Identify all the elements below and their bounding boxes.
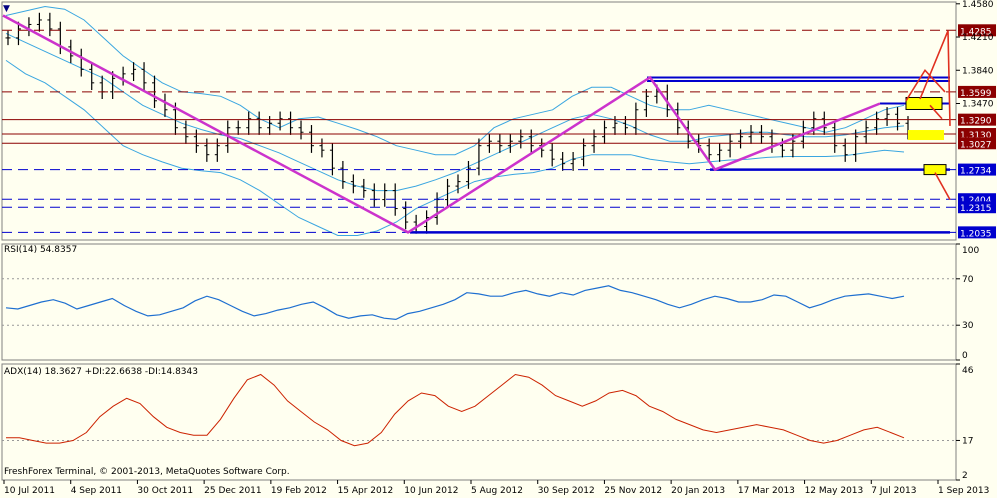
date-tick-label: 12 May 2013 [805, 486, 864, 496]
trend-line [2, 14, 881, 234]
horizontal-levels: 1.42851.35991.32901.31301.30271.27341.24… [2, 24, 996, 239]
level-label-box [958, 85, 996, 98]
adx-line [6, 373, 905, 447]
price-tick-label: 1.4580 [962, 0, 994, 10]
level-label: 1.2734 [960, 167, 992, 177]
price-tick-label: 1.4210 [962, 33, 994, 43]
rsi-panel-frame [1, 243, 957, 361]
rsi-line [5, 285, 905, 321]
rsi-tick-label: 0 [962, 351, 968, 361]
date-tick-label: 19 Feb 2012 [271, 486, 327, 496]
date-tick-label: 20 Jan 2013 [671, 486, 725, 496]
bollinger-middle-line [5, 32, 905, 192]
level-label: 1.3130 [960, 131, 992, 141]
level-label-box [958, 113, 996, 126]
adx-panel-frame [1, 363, 957, 481]
date-tick-label: 25 Dec 2011 [204, 486, 262, 496]
level-label-box [958, 201, 996, 214]
date-tick-label: 4 Sep 2011 [71, 486, 122, 496]
level-label-box [958, 24, 996, 37]
rsi-tick-label: 70 [962, 275, 974, 285]
adx-tick-label: 46 [962, 366, 974, 376]
copyright-text: FreshForex Terminal, © 2001-2013, MetaQu… [4, 467, 290, 477]
level-label-box [958, 226, 996, 239]
rsi-indicator: 100 70 30 0 [2, 243, 979, 361]
adx-label: ADX(14) 18.3627 +DI:22.6638 -DI:14.8343 [4, 367, 198, 377]
date-tick-label: 17 Mar 2013 [738, 486, 795, 496]
bollinger-upper-line [5, 5, 905, 156]
bollinger-lower-line [5, 59, 905, 236]
level-label: 1.2035 [960, 229, 992, 239]
forecast-arrow-2 [919, 30, 951, 126]
forecast-annotations [905, 30, 951, 200]
level-label-box [958, 163, 996, 176]
date-tick-label: 7 Jul 2013 [871, 486, 916, 496]
price-tick-label: 1.3840 [962, 66, 994, 76]
date-tick-label: 15 Apr 2012 [338, 486, 394, 496]
price-panel-frame [1, 1, 957, 241]
level-label: 1.4285 [960, 27, 992, 37]
adx-tick-label: 2 [962, 471, 968, 481]
bollinger-bands [5, 5, 905, 236]
level-label-box [958, 128, 996, 141]
highlight-box-upper [905, 96, 943, 110]
date-tick-label: 25 Nov 2012 [604, 486, 662, 496]
date-tick-label: 10 Jul 2011 [4, 486, 55, 496]
forecast-arrow-3 [929, 104, 943, 120]
level-label: 1.2315 [960, 204, 992, 214]
highlight-box-mid [908, 130, 944, 141]
adx-indicator: 46 17 2 [2, 363, 974, 481]
axis-labels: 1.4580 1.4210 1.3840 1.3470 10 Jul 2011 4 Sep… [3, 0, 994, 496]
date-tick-label: 30 Oct 2011 [137, 486, 193, 496]
date-tick-label: 30 Sep 2012 [538, 486, 595, 496]
date-tick-label: 10 Jun 2012 [404, 486, 458, 496]
date-tick-label: 5 Aug 2012 [471, 486, 523, 496]
forecast-arrow-1 [905, 68, 946, 102]
rsi-tick-label: 30 [962, 321, 974, 331]
level-label: 1.3027 [960, 140, 992, 150]
level-label-box [958, 137, 996, 150]
highlight-box-lower [923, 164, 947, 176]
forecast-arrow-4 [934, 172, 951, 200]
symbol-marker-icon: ▼ [3, 4, 10, 14]
adx-tick-label: 17 [962, 436, 973, 446]
rsi-label: RSI(14) 54.8357 [4, 245, 77, 255]
trend-lines [2, 14, 881, 234]
level-label: 1.3290 [960, 117, 992, 127]
level-label: 1.3599 [960, 89, 992, 99]
rsi-tick-label: 100 [962, 246, 979, 256]
date-tick-label: 1 Sep 2013 [938, 486, 989, 496]
panel-frames [1, 1, 957, 481]
price-tick-label: 1.3470 [962, 99, 994, 109]
